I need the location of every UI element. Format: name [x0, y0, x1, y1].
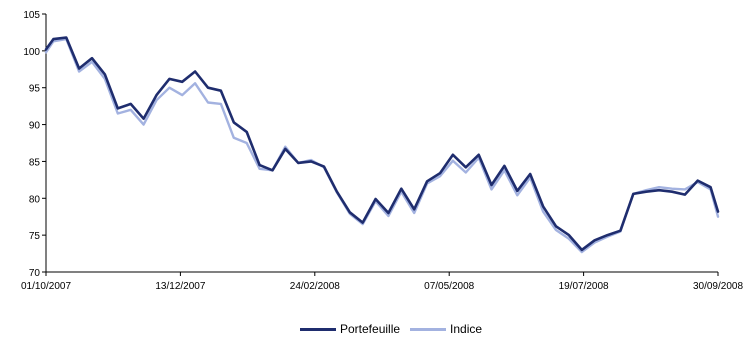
x-tick-label: 24/02/2008 [290, 281, 340, 292]
x-axis: 01/10/2007 13/12/2007 24/02/2008 07/05/2008… [21, 271, 743, 292]
y-tick-label: 80 [29, 194, 41, 205]
series-layer [44, 36, 720, 254]
x-tick-label: 07/05/2008 [424, 281, 474, 292]
legend-swatch-indice [410, 327, 447, 331]
x-tick-label: 30/09/2008 [693, 281, 743, 292]
legend-label-portefeuille: Portefeuille [340, 322, 401, 336]
series-line-indice [44, 37, 720, 254]
y-tick-label: 70 [29, 268, 41, 279]
y-tick-label: 75 [29, 231, 41, 242]
legend: Portefeuille Indice [300, 322, 492, 336]
legend-swatch-portefeuille [300, 327, 336, 331]
y-tick-label: 85 [29, 157, 41, 168]
legend-item-indice: Indice [410, 322, 482, 336]
x-tick-label: 19/07/2008 [559, 281, 609, 292]
y-tick-label: 95 [29, 84, 41, 95]
series-line-portefeuille [44, 36, 720, 252]
legend-item-portefeuille: Portefeuille [300, 322, 400, 336]
x-tick-label: 13/12/2007 [155, 281, 205, 292]
y-tick-label: 105 [23, 10, 40, 21]
legend-label-indice: Indice [450, 322, 483, 336]
y-tick-label: 100 [23, 47, 40, 58]
x-tick-label: 01/10/2007 [21, 281, 71, 292]
y-tick-label: 90 [29, 121, 41, 132]
y-axis: 70 75 80 85 90 95 100 105 [23, 10, 47, 279]
